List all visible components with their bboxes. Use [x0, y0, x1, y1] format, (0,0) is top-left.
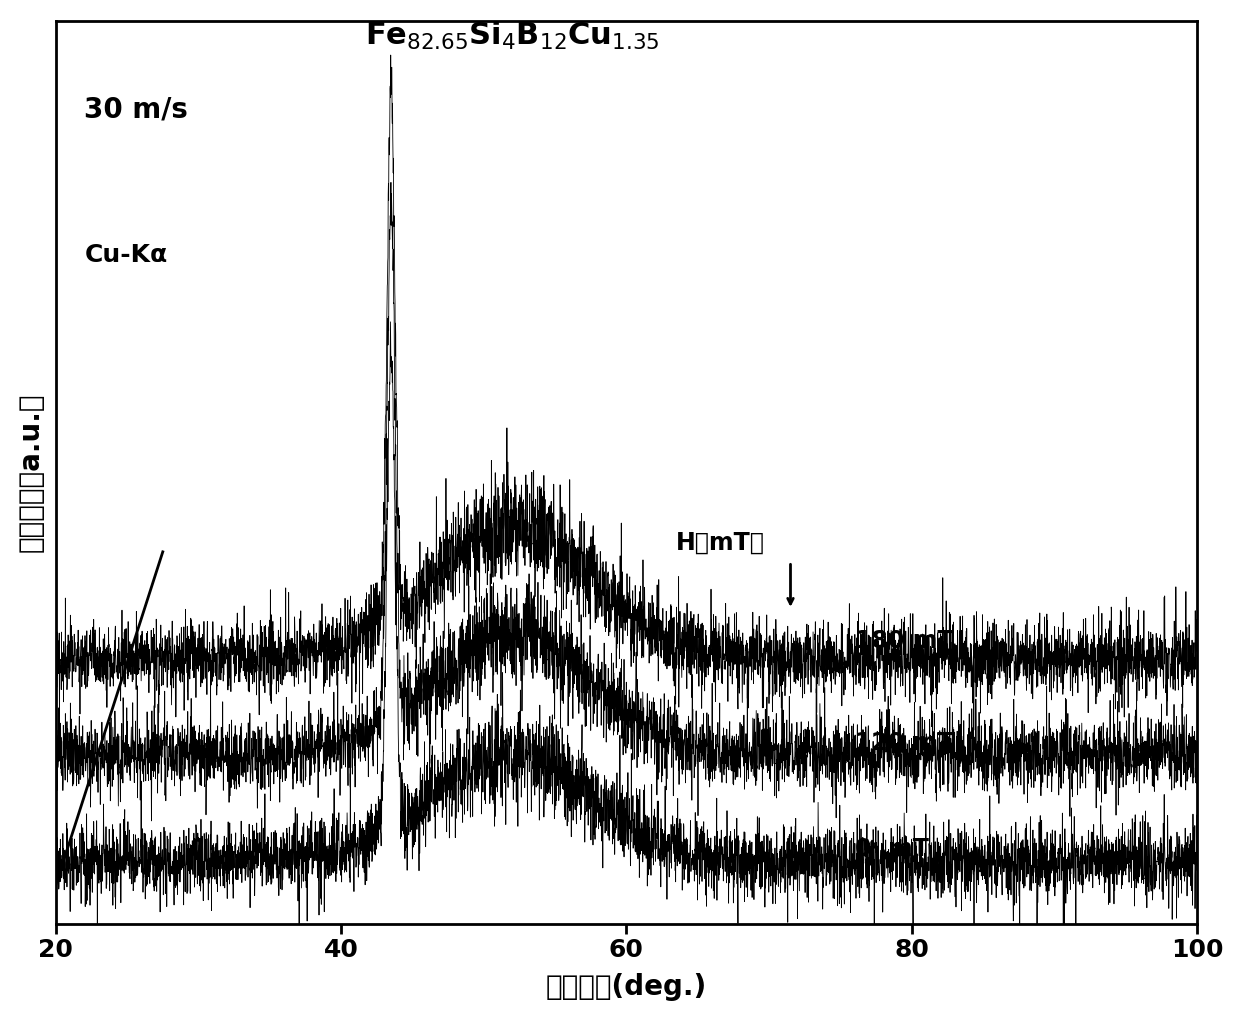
- Text: Cu-Kα: Cu-Kα: [84, 243, 167, 267]
- Text: H（mT）: H（mT）: [676, 530, 765, 555]
- X-axis label: 衆射角度(deg.): 衆射角度(deg.): [546, 973, 707, 1002]
- Text: 0  mT: 0 mT: [854, 837, 929, 861]
- Text: 180 mT: 180 mT: [854, 629, 954, 654]
- Text: Fe$_{82.65}$Si$_{4}$B$_{12}$Cu$_{1.35}$: Fe$_{82.65}$Si$_{4}$B$_{12}$Cu$_{1.35}$: [365, 19, 660, 52]
- Text: 120 mT: 120 mT: [854, 731, 954, 754]
- Text: 30 m/s: 30 m/s: [84, 96, 188, 123]
- Y-axis label: 衆射强度（a.u.）: 衆射强度（a.u.）: [16, 392, 45, 552]
